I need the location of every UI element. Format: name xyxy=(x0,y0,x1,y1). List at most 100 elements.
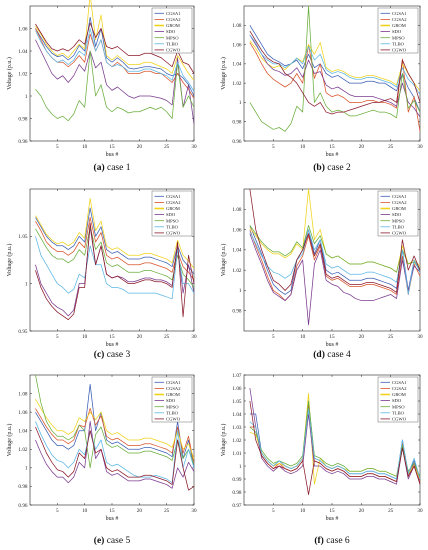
panel-caption-label: (a) xyxy=(94,162,105,173)
series-line-cgwo xyxy=(249,30,421,115)
panel-caption-text: case 5 xyxy=(104,536,130,546)
y-tick-label: 1.04 xyxy=(232,62,241,68)
legend-entry-cgsa1: CGSA1 xyxy=(392,194,407,199)
legend-entry-grom: GROM xyxy=(392,392,406,397)
legend-entry-sdo: SDO xyxy=(166,398,176,403)
panel-caption: (c) case 3 xyxy=(94,349,131,360)
chart-panel-6: 5 10 15 20 25 30 0.97 0.98 0.99 1 1.01 1.02 1.03 1.04… xyxy=(220,373,423,546)
x-axis-title: bus # xyxy=(106,342,119,348)
x-tick-label: 5 xyxy=(272,508,275,514)
x-axis-title: bus # xyxy=(326,342,339,348)
panel-caption-text: case 6 xyxy=(324,536,350,546)
legend-box xyxy=(377,190,419,237)
y-axis-title: Voltage (p.u.) xyxy=(220,424,227,457)
y-tick-label: 1.08 xyxy=(18,391,27,397)
y-tick-label: 0.96 xyxy=(232,139,241,145)
y-tick-label: 1.08 xyxy=(232,23,241,29)
legend-entry-mpso: MPSO xyxy=(166,218,179,223)
legend-entry-cgwo: CGWO xyxy=(392,417,407,422)
panel-caption-label: (d) xyxy=(313,349,325,360)
x-tick-label: 15 xyxy=(109,334,115,340)
chart-panel-1: 5 10 15 20 25 30 0.96 0.98 1 1.02 1.04 1.06 bus # Vol… xyxy=(6,0,197,173)
legend-entry-cgwo: CGWO xyxy=(166,231,181,236)
series-line-tlbo xyxy=(35,28,195,92)
y-tick-label: 1.05 xyxy=(18,234,27,240)
y-tick-label: 1.06 xyxy=(232,386,241,392)
series-line-sdo xyxy=(35,39,195,125)
legend-entry-sdo: SDO xyxy=(392,212,402,217)
y-tick-label: 0.98 xyxy=(232,120,241,126)
legend-entry-grom: GROM xyxy=(166,392,180,397)
series-line-cgsa1 xyxy=(35,383,195,468)
x-tick-label: 15 xyxy=(109,508,115,514)
x-tick-label: 30 xyxy=(191,144,197,150)
y-tick-label: 1.02 xyxy=(232,268,241,274)
y-tick-label: 0.95 xyxy=(18,329,27,335)
legend-entry-grom: GROM xyxy=(392,23,406,28)
series-line-cgsa2 xyxy=(35,217,195,281)
legend-entry-cgsa2: CGSA2 xyxy=(166,17,181,22)
x-tick-label: 5 xyxy=(56,508,59,514)
legend-entry-tlbo: TLBO xyxy=(392,410,405,415)
series-line-grom xyxy=(35,198,195,269)
y-axis-title: Voltage (p.u.) xyxy=(6,244,13,277)
legend-entry-tlbo: TLBO xyxy=(392,224,405,229)
x-tick-label: 20 xyxy=(137,144,143,150)
y-tick-label: 1.04 xyxy=(18,49,27,55)
y-tick-label: 1 xyxy=(25,94,28,100)
x-axis-title: bus # xyxy=(326,516,339,522)
legend-entry-cgwo: CGWO xyxy=(166,48,181,53)
legend-box xyxy=(377,7,419,54)
y-tick-label: 0.98 xyxy=(232,490,241,496)
x-tick-label: 25 xyxy=(164,508,170,514)
series-line-cgwo xyxy=(249,188,421,293)
legend-entry-cgsa2: CGSA2 xyxy=(166,386,181,391)
x-tick-label: 15 xyxy=(329,144,335,150)
panel-caption-text: case 3 xyxy=(104,350,130,360)
series-line-cgsa2 xyxy=(249,42,421,132)
legend-box xyxy=(151,190,193,237)
x-tick-label: 5 xyxy=(272,144,275,150)
series-line-tlbo xyxy=(249,229,421,295)
y-tick-label: 1.06 xyxy=(18,410,27,416)
legend-entry-mpso: MPSO xyxy=(392,35,405,40)
series-line-tlbo xyxy=(35,236,195,300)
legend-entry-cgsa1: CGSA1 xyxy=(392,11,407,16)
x-tick-label: 20 xyxy=(359,508,365,514)
y-axis-title: Voltage (p.u.) xyxy=(6,424,13,457)
y-tick-label: 1 xyxy=(239,100,242,106)
y-tick-label: 0.98 xyxy=(18,484,27,490)
series-line-cgsa2 xyxy=(35,28,195,99)
y-tick-label: 0.97 xyxy=(232,503,241,509)
x-tick-label: 20 xyxy=(137,334,143,340)
x-tick-label: 25 xyxy=(388,508,394,514)
panel-caption-text: case 4 xyxy=(325,350,351,360)
x-tick-label: 30 xyxy=(191,334,197,340)
y-tick-label: 1.02 xyxy=(232,81,241,87)
y-tick-label: 0.99 xyxy=(232,477,241,483)
y-tick-label: 1.04 xyxy=(232,248,241,254)
x-axis-title: bus # xyxy=(106,516,119,522)
series-line-sdo xyxy=(249,233,421,326)
x-axis-title: bus # xyxy=(326,152,339,158)
y-tick-label: 1.06 xyxy=(18,26,27,32)
y-tick-label: 1 xyxy=(25,281,28,287)
x-tick-label: 15 xyxy=(329,334,335,340)
legend-entry-cgwo: CGWO xyxy=(166,417,181,422)
y-tick-label: 1.02 xyxy=(18,71,27,77)
panel-caption: (f) case 6 xyxy=(314,535,350,546)
chart-panel-5: 5 10 15 20 25 30 0.96 0.98 1 1.02 1.04 1.06 1.08 bus … xyxy=(6,374,197,546)
y-tick-label: 1.01 xyxy=(232,451,241,457)
legend-entry-grom: GROM xyxy=(392,206,406,211)
legend-entry-tlbo: TLBO xyxy=(392,41,405,46)
legend-entry-cgsa1: CGSA1 xyxy=(166,11,181,16)
series-line-cgwo xyxy=(35,426,195,491)
y-axis-title: Voltage (p.u.) xyxy=(220,57,227,90)
legend-box xyxy=(151,376,193,423)
series-line-cgwo xyxy=(249,400,421,495)
series-line-cgsa1 xyxy=(35,16,195,97)
series-line-mpso xyxy=(249,5,421,132)
panel-caption-label: (e) xyxy=(94,535,105,546)
legend-entry-cgsa2: CGSA2 xyxy=(392,200,407,205)
